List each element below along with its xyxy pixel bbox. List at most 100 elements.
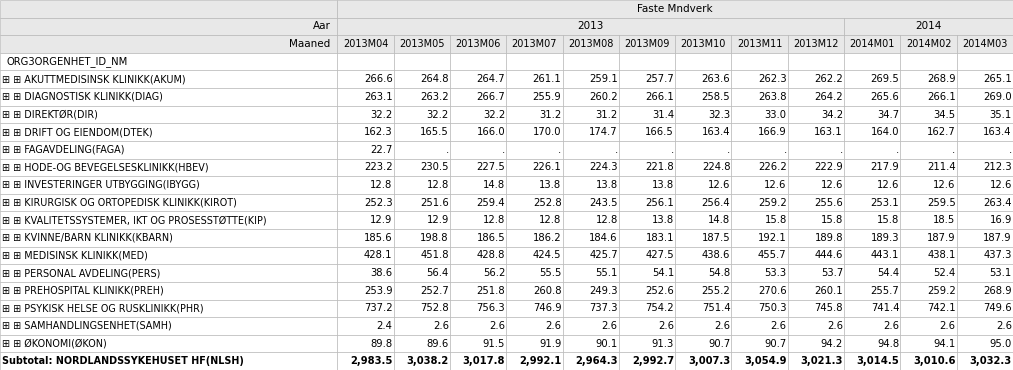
- Text: 263.6: 263.6: [702, 74, 730, 84]
- Text: 95.0: 95.0: [990, 339, 1012, 349]
- Bar: [337, 282, 394, 300]
- Text: 443.1: 443.1: [871, 250, 900, 260]
- Bar: [676, 229, 731, 247]
- Bar: [788, 141, 844, 159]
- Text: 252.6: 252.6: [645, 286, 674, 296]
- Text: 163.4: 163.4: [984, 127, 1012, 137]
- Bar: [450, 106, 506, 123]
- Text: ⊞ ⊞ DRIFT OG EIENDOM(DTEK): ⊞ ⊞ DRIFT OG EIENDOM(DTEK): [2, 127, 152, 137]
- Text: ⊞ ⊞ ØKONOMI(ØKON): ⊞ ⊞ ØKONOMI(ØKON): [2, 339, 106, 349]
- Bar: [394, 229, 450, 247]
- Bar: [0, 229, 337, 247]
- Text: 164.0: 164.0: [871, 127, 900, 137]
- Bar: [956, 88, 1013, 106]
- Bar: [562, 176, 619, 194]
- Text: 2.6: 2.6: [996, 321, 1012, 331]
- Text: 438.6: 438.6: [702, 250, 730, 260]
- Bar: [394, 352, 450, 370]
- Bar: [0, 88, 337, 106]
- Bar: [337, 0, 1013, 18]
- Text: 184.6: 184.6: [590, 233, 618, 243]
- Text: 189.8: 189.8: [814, 233, 843, 243]
- Text: 264.7: 264.7: [476, 74, 505, 84]
- Text: 166.0: 166.0: [476, 127, 505, 137]
- Bar: [788, 282, 844, 300]
- Text: 32.2: 32.2: [371, 110, 392, 120]
- Text: 22.7: 22.7: [370, 145, 392, 155]
- Text: 756.3: 756.3: [476, 303, 505, 313]
- Text: 2.6: 2.6: [602, 321, 618, 331]
- Bar: [788, 53, 844, 70]
- Text: 257.7: 257.7: [645, 74, 674, 84]
- Text: 265.6: 265.6: [870, 92, 900, 102]
- Bar: [450, 194, 506, 211]
- Text: 35.1: 35.1: [990, 110, 1012, 120]
- Bar: [562, 141, 619, 159]
- Bar: [788, 300, 844, 317]
- Bar: [506, 159, 562, 176]
- Text: 56.2: 56.2: [483, 268, 505, 278]
- Text: 3,021.3: 3,021.3: [800, 356, 843, 366]
- Text: 18.5: 18.5: [933, 215, 955, 225]
- Bar: [619, 176, 676, 194]
- Bar: [506, 282, 562, 300]
- Text: 189.3: 189.3: [871, 233, 900, 243]
- Text: ⊞ ⊞ PSYKISK HELSE OG RUSKLINIKK(PHR): ⊞ ⊞ PSYKISK HELSE OG RUSKLINIKK(PHR): [2, 303, 204, 313]
- Text: 91.3: 91.3: [651, 339, 674, 349]
- Text: 259.4: 259.4: [476, 198, 505, 208]
- Bar: [788, 247, 844, 264]
- Bar: [562, 282, 619, 300]
- Bar: [676, 70, 731, 88]
- Bar: [0, 35, 337, 53]
- Text: 266.7: 266.7: [476, 92, 505, 102]
- Bar: [731, 264, 788, 282]
- Text: ⊞ ⊞ SAMHANDLINGSENHET(SAMH): ⊞ ⊞ SAMHANDLINGSENHET(SAMH): [2, 321, 171, 331]
- Bar: [562, 352, 619, 370]
- Text: 437.3: 437.3: [984, 250, 1012, 260]
- Bar: [676, 317, 731, 335]
- Bar: [0, 282, 337, 300]
- Text: 192.1: 192.1: [758, 233, 787, 243]
- Bar: [619, 335, 676, 352]
- Text: 252.8: 252.8: [533, 198, 561, 208]
- Bar: [0, 70, 337, 88]
- Bar: [450, 88, 506, 106]
- Text: ⊞ ⊞ KIRURGISK OG ORTOPEDISK KLINIKK(KIROT): ⊞ ⊞ KIRURGISK OG ORTOPEDISK KLINIKK(KIRO…: [2, 198, 237, 208]
- Text: 252.7: 252.7: [420, 286, 449, 296]
- Text: 255.9: 255.9: [533, 92, 561, 102]
- Bar: [731, 194, 788, 211]
- Bar: [337, 194, 394, 211]
- Bar: [676, 106, 731, 123]
- Bar: [0, 53, 337, 70]
- Bar: [0, 317, 337, 335]
- Text: 262.3: 262.3: [758, 74, 787, 84]
- Bar: [676, 35, 731, 53]
- Bar: [394, 141, 450, 159]
- Bar: [337, 211, 394, 229]
- Bar: [676, 352, 731, 370]
- Text: 2,992.1: 2,992.1: [519, 356, 561, 366]
- Text: 31.2: 31.2: [596, 110, 618, 120]
- Bar: [562, 53, 619, 70]
- Bar: [676, 123, 731, 141]
- Bar: [562, 123, 619, 141]
- Text: 186.2: 186.2: [533, 233, 561, 243]
- Bar: [0, 176, 337, 194]
- Bar: [731, 141, 788, 159]
- Text: 31.2: 31.2: [539, 110, 561, 120]
- Bar: [619, 352, 676, 370]
- Bar: [506, 211, 562, 229]
- Bar: [731, 159, 788, 176]
- Text: ⊞ ⊞ HODE-OG BEVEGELSESKLINIKK(HBEV): ⊞ ⊞ HODE-OG BEVEGELSESKLINIKK(HBEV): [2, 162, 209, 172]
- Bar: [844, 159, 901, 176]
- Text: 187.9: 187.9: [927, 233, 955, 243]
- Text: 263.8: 263.8: [758, 92, 787, 102]
- Text: 166.5: 166.5: [645, 127, 674, 137]
- Text: 2013M12: 2013M12: [793, 39, 839, 49]
- Text: .: .: [1009, 145, 1012, 155]
- Text: 166.9: 166.9: [758, 127, 787, 137]
- Bar: [788, 70, 844, 88]
- Bar: [0, 106, 337, 123]
- Bar: [450, 247, 506, 264]
- Bar: [731, 70, 788, 88]
